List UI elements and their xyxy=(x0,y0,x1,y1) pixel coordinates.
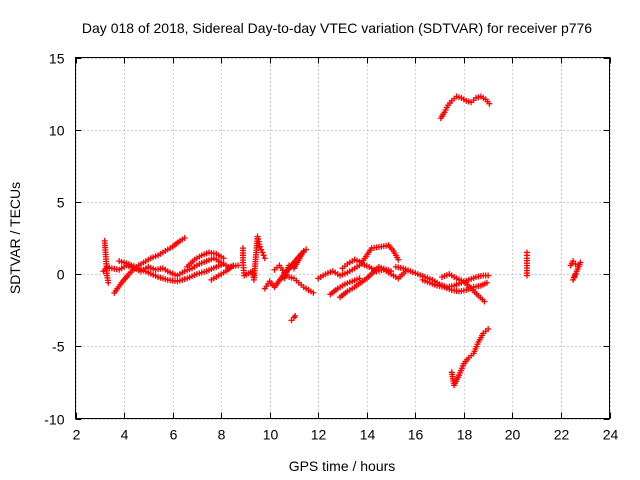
data-point xyxy=(572,271,579,278)
data-point-interp xyxy=(258,246,265,253)
data-point xyxy=(523,272,530,279)
data-point xyxy=(220,260,227,267)
x-axis-label: GPS time / hours xyxy=(289,458,396,474)
data-point xyxy=(388,268,395,275)
data-point xyxy=(261,255,268,262)
x-tick-label: 16 xyxy=(408,427,424,443)
y-tick-label: -10 xyxy=(44,412,64,428)
y-tick-label: 0 xyxy=(57,267,65,283)
data-point xyxy=(310,289,317,296)
x-tick-label: 24 xyxy=(603,427,619,443)
x-tick-label: 22 xyxy=(554,427,570,443)
chart-title: Day 018 of 2018, Sidereal Day-to-day VTE… xyxy=(82,20,592,36)
data-point xyxy=(570,276,577,283)
plot-frame xyxy=(75,57,610,419)
data-point xyxy=(105,279,112,286)
data-point xyxy=(481,298,488,305)
x-tick-label: 8 xyxy=(218,427,226,443)
data-point xyxy=(259,249,266,256)
x-tick-label: 6 xyxy=(170,427,178,443)
data-point xyxy=(395,256,402,263)
data-point xyxy=(181,235,188,241)
x-tick-label: 14 xyxy=(360,427,376,443)
y-tick-label: 5 xyxy=(57,195,65,211)
data-point-interp xyxy=(260,252,267,259)
data-point xyxy=(485,325,492,332)
x-tick-label: 20 xyxy=(505,427,521,443)
data-points xyxy=(100,93,584,389)
x-tick-label: 10 xyxy=(263,427,279,443)
data-point xyxy=(356,275,363,282)
data-point xyxy=(486,100,493,107)
y-tick-label: -5 xyxy=(52,339,65,355)
data-point xyxy=(256,243,263,250)
x-tick-label: 4 xyxy=(121,427,129,443)
y-tick-label: 15 xyxy=(49,51,65,67)
data-point xyxy=(220,255,227,262)
data-point-interp xyxy=(571,273,578,280)
grid xyxy=(75,57,611,420)
data-point xyxy=(485,272,492,279)
y-axis-label: SDTVAR / TECUs xyxy=(7,182,23,294)
data-point xyxy=(303,246,310,253)
data-point xyxy=(292,312,299,319)
x-tick-label: 12 xyxy=(311,427,327,443)
x-tick-label: 2 xyxy=(73,427,81,443)
data-point xyxy=(230,262,237,269)
x-tick-label: 18 xyxy=(457,427,473,443)
data-point xyxy=(483,279,490,286)
y-tick-label: 10 xyxy=(49,123,65,139)
